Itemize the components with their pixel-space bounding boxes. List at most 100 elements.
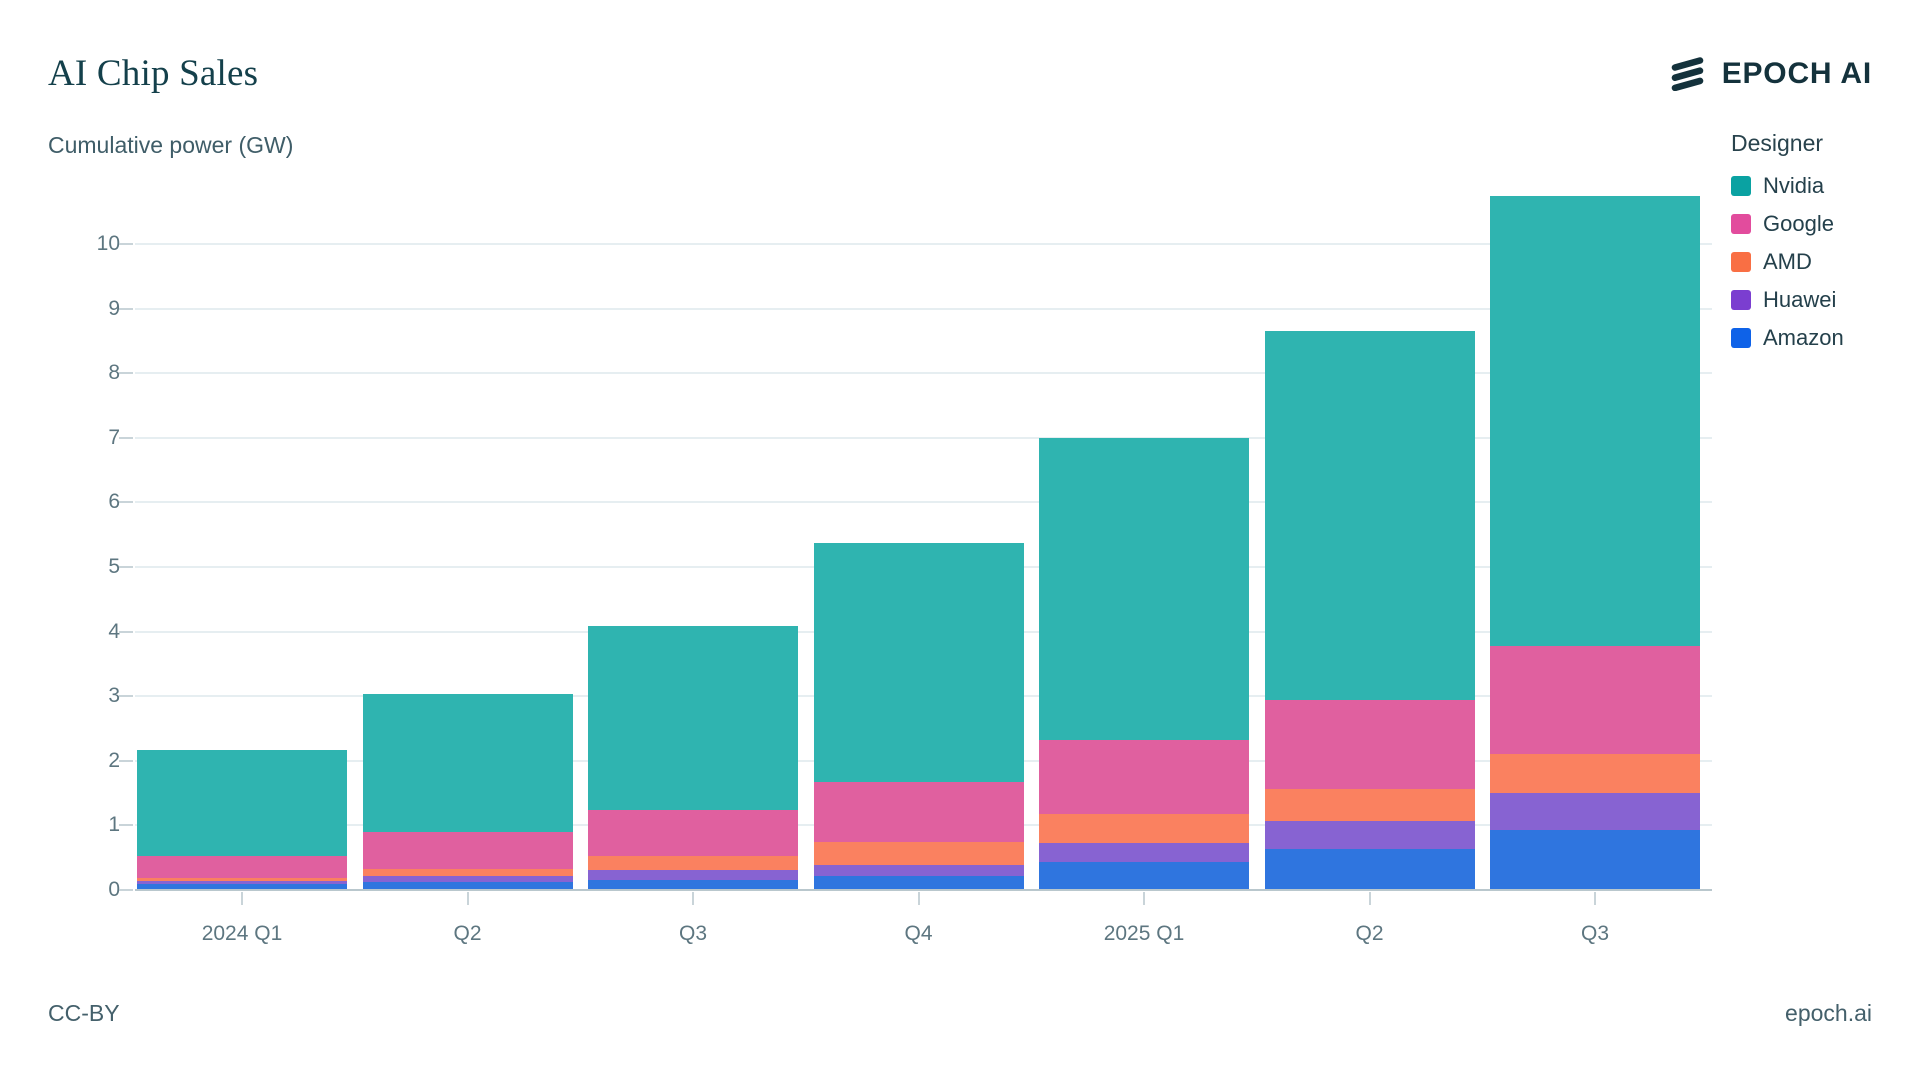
y-axis-tick-label: 5 (108, 555, 120, 578)
bar-segment-amd-q2 (362, 869, 573, 877)
legend-item-amd: AMD (1731, 248, 1911, 274)
bar-segment-google-q3 (588, 809, 798, 856)
bar-segment-google-q4 (813, 782, 1024, 842)
y-axis-tick-label: 7 (108, 425, 120, 449)
x-axis-tick-label: Q2 (453, 922, 482, 945)
epoch-ai-logo: EPOCH AI (1670, 52, 1872, 96)
x-axis-tick (1594, 892, 1596, 905)
bar-segment-nvidia-q3 (1490, 196, 1700, 646)
bar-segment-huawei-2024-q1 (137, 880, 347, 885)
y-axis-tick-label: 9 (108, 296, 120, 320)
bar-segment-amd-q3 (1490, 754, 1700, 794)
x-axis-tick-label: 2024 Q1 (201, 922, 283, 945)
y-axis-tick (119, 372, 133, 375)
y-axis-tick (119, 566, 133, 568)
bar-segment-nvidia-q2 (362, 693, 573, 832)
epoch-logo-text: EPOCH AI (1721, 57, 1872, 90)
legend-swatch-nvidia (1731, 175, 1751, 196)
legend-item-nvidia: Nvidia (1731, 172, 1911, 198)
x-axis-tick-label: 2025 Q1 (1103, 922, 1185, 945)
y-gridline (135, 501, 1712, 504)
bar-segment-amazon-q3 (1490, 829, 1700, 890)
bar-segment-amazon-q2 (1264, 849, 1475, 890)
epoch-logo-icon (1670, 57, 1708, 91)
legend-label-amd: AMD (1763, 248, 1812, 274)
x-axis-tick-label: Q3 (678, 922, 707, 945)
x-axis-tick (917, 892, 920, 905)
y-gridline (135, 307, 1712, 310)
license-text: CC-BY (48, 1000, 120, 1026)
y-axis-tick-label: 4 (108, 619, 120, 643)
bar-segment-huawei-2025-q1 (1039, 842, 1249, 863)
y-axis-tick (119, 889, 133, 891)
y-axis-tick (119, 243, 133, 245)
x-axis-tick (466, 892, 469, 905)
y-axis-tick (119, 824, 133, 827)
y-axis-tick (119, 501, 133, 504)
bar-segment-google-q2 (362, 831, 573, 870)
bar-segment-amd-q2 (1264, 788, 1475, 821)
bar-segment-nvidia-2024-q1 (137, 749, 347, 857)
bar-segment-huawei-q3 (588, 869, 798, 880)
y-axis-tick (119, 436, 133, 439)
chart-title: AI Chip Sales (48, 53, 259, 94)
bar-segment-google-2025-q1 (1039, 740, 1249, 815)
y-gridline (135, 372, 1712, 375)
legend-swatch-amazon (1731, 327, 1751, 348)
bar-segment-nvidia-q4 (813, 543, 1024, 783)
legend-label-amazon: Amazon (1763, 324, 1844, 350)
bar-segment-huawei-q4 (813, 864, 1024, 877)
bar-segment-google-2024-q1 (137, 856, 347, 879)
x-axis-tick-label: Q2 (1355, 922, 1384, 945)
bar-segment-amd-2024-q1 (137, 878, 347, 881)
bar-segment-amazon-2025-q1 (1039, 862, 1249, 890)
bar-segment-amd-q3 (588, 855, 798, 870)
bar-segment-amd-2025-q1 (1039, 814, 1249, 843)
y-axis-tick-label: 1 (108, 813, 120, 837)
legend-item-amazon: Amazon (1731, 324, 1911, 350)
legend-swatch-google (1731, 213, 1751, 234)
bar-segment-huawei-q2 (1264, 820, 1475, 850)
y-gridline (135, 436, 1712, 439)
y-axis-tick (119, 307, 133, 310)
x-axis-line (135, 889, 1712, 891)
legend-label-huawei: Huawei (1763, 286, 1837, 312)
bar-segment-amazon-2024-q1 (137, 884, 347, 890)
y-axis-tick-label: 10 (96, 232, 120, 255)
bar-segment-nvidia-q2 (1264, 331, 1475, 701)
legend-title: Designer (1731, 130, 1824, 156)
legend-swatch-huawei (1731, 289, 1751, 310)
legend-item-huawei: Huawei (1731, 286, 1911, 312)
bar-segment-nvidia-q3 (588, 625, 798, 810)
y-gridline (135, 243, 1712, 245)
legend-label-google: Google (1763, 210, 1834, 236)
x-axis-tick (1143, 892, 1145, 905)
bar-segment-huawei-q2 (362, 876, 573, 882)
y-axis-tick-label: 3 (108, 684, 120, 708)
y-axis-tick-label: 2 (108, 748, 120, 772)
x-axis-tick (241, 892, 243, 905)
bar-segment-amd-q4 (813, 841, 1024, 865)
y-axis-tick (119, 695, 133, 698)
bar-segment-amazon-q4 (813, 876, 1024, 890)
legend-item-google: Google (1731, 210, 1911, 236)
x-axis-tick (692, 892, 694, 905)
x-axis-tick (1368, 892, 1371, 905)
legend: Designer Nvidia Google AMD Huawei Amazon (1731, 130, 1911, 365)
legend-label-nvidia: Nvidia (1763, 172, 1825, 198)
x-axis-tick-label: Q4 (904, 922, 933, 945)
legend-swatch-amd (1731, 251, 1751, 272)
bar-segment-google-q3 (1490, 645, 1700, 755)
y-axis-tick (119, 630, 133, 633)
bar-segment-amazon-q3 (588, 879, 798, 890)
bar-segment-huawei-q3 (1490, 793, 1700, 830)
bar-segment-amazon-q2 (362, 881, 573, 890)
site-link: epoch.ai (1785, 1000, 1872, 1026)
x-axis-tick-label: Q3 (1580, 922, 1609, 945)
y-axis-tick-label: 6 (108, 490, 120, 514)
y-axis-tick (119, 759, 133, 762)
bar-segment-nvidia-2025-q1 (1039, 437, 1249, 741)
y-axis-tick-label: 8 (108, 361, 120, 385)
y-axis-title: Cumulative power (GW) (48, 132, 294, 158)
